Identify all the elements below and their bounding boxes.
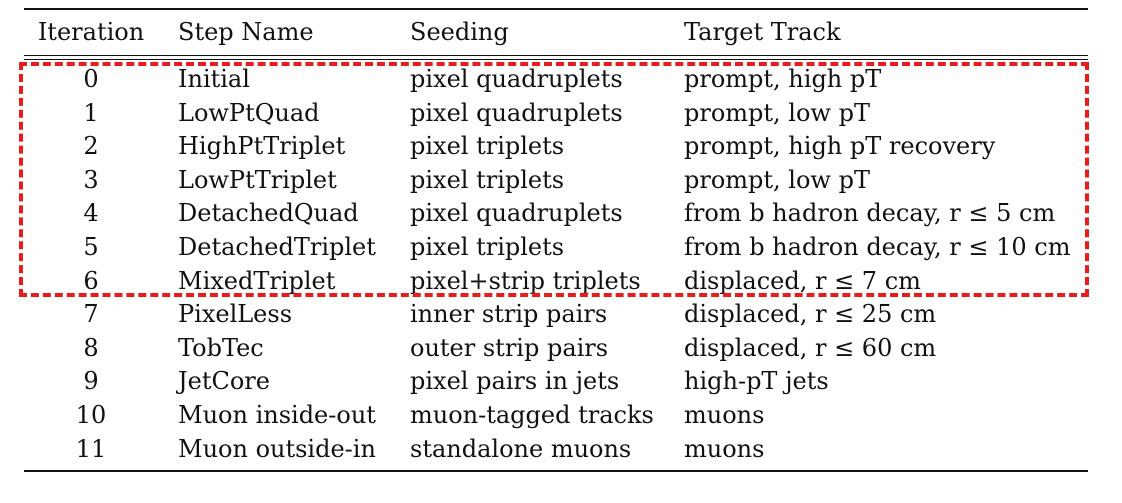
table-row: 3 LowPtTriplet pixel triplets prompt, low p… (0, 164, 1122, 197)
iteration-cell: 7 (83, 300, 99, 329)
iteration-cell: 9 (83, 367, 99, 396)
step-name-cell: DetachedTriplet (178, 233, 376, 261)
header-rule-upper (24, 55, 1088, 56)
iteration-cell: 3 (83, 165, 99, 194)
iteration-cell: 1 (83, 98, 99, 127)
target-track-cell: prompt, low pT (684, 98, 870, 127)
seeding-cell: inner strip pairs (410, 300, 608, 329)
target-track-cell: displaced, r ≤ 60 cm (684, 333, 937, 362)
step-name-cell: MixedTriplet (178, 266, 336, 295)
step-name-cell: PixelLess (178, 300, 293, 329)
target-track-cell: displaced, r ≤ 7 cm (684, 266, 921, 295)
iteration-cell: 0 (83, 65, 99, 93)
target-track-cell: displaced, r ≤ 25 cm (684, 300, 937, 329)
step-name-cell: Muon outside-in (178, 434, 376, 463)
iteration-cell: 2 (83, 132, 99, 161)
header-row: Iteration Step Name Seeding Target Track (0, 16, 1122, 49)
target-track-cell: muons (684, 401, 765, 429)
seeding-cell: pixel quadruplets (410, 199, 623, 228)
iteration-cell: 11 (75, 434, 107, 463)
step-name-cell: HighPtTriplet (178, 132, 346, 161)
iteration-cell: 5 (83, 233, 99, 261)
seeding-cell: standalone muons (410, 434, 632, 463)
target-track-cell: prompt, high pT recovery (684, 132, 996, 161)
target-track-cell: prompt, low pT (684, 165, 870, 194)
table-row: 5 DetachedTriplet pixel triplets from b had… (0, 231, 1122, 264)
table-row: 11 Muon outside-in standalone muons muons (0, 433, 1122, 466)
table-row: 8 TobTec outer strip pairs displaced, r ≤ 6… (0, 332, 1122, 365)
iteration-cell: 10 (75, 401, 107, 429)
target-track-cell: high-pT jets (684, 367, 829, 396)
seeding-cell: pixel quadruplets (410, 98, 623, 127)
table-row: 4 DetachedQuad pixel quadruplets from b had… (0, 197, 1122, 230)
target-track-cell: from b hadron decay, r ≤ 10 cm (684, 233, 1071, 261)
iteration-cell: 8 (83, 333, 99, 362)
step-name-cell: LowPtTriplet (178, 165, 337, 194)
seeding-cell: pixel triplets (410, 165, 565, 194)
target-track-cell: muons (684, 434, 765, 463)
header-seeding: Seeding (410, 18, 509, 46)
step-name-cell: JetCore (178, 367, 270, 396)
seeding-cell: muon-tagged tracks (410, 401, 654, 429)
seeding-cell: outer strip pairs (410, 333, 609, 362)
step-name-cell: DetachedQuad (178, 199, 359, 228)
target-track-cell: from b hadron decay, r ≤ 5 cm (684, 199, 1056, 228)
step-name-cell: Muon inside-out (178, 401, 376, 429)
seeding-cell: pixel pairs in jets (410, 367, 620, 396)
seeding-cell: pixel+strip triplets (410, 266, 641, 295)
seeding-cell: pixel triplets (410, 132, 565, 161)
seeding-cell: pixel triplets (410, 233, 565, 261)
header-target-track: Target Track (684, 18, 841, 46)
table-row: 7 PixelLess inner strip pairs displaced, r … (0, 298, 1122, 331)
step-name-cell: Initial (178, 65, 250, 93)
header-step-name: Step Name (178, 18, 314, 46)
iteration-cell: 6 (83, 266, 99, 295)
seeding-cell: pixel quadruplets (410, 65, 623, 93)
table-row: 10 Muon inside-out muon-tagged tracks muons (0, 399, 1122, 432)
table-row: 1 LowPtQuad pixel quadruplets prompt, low p… (0, 97, 1122, 130)
table-row: 9 JetCore pixel pairs in jets high-pT jets (0, 365, 1122, 398)
header-iteration: Iteration (37, 18, 145, 46)
iteration-cell: 4 (83, 199, 99, 228)
header-rule-lower (24, 59, 1088, 60)
top-rule (24, 8, 1088, 10)
table-row: 0 Initial pixel quadruplets prompt, high pT (0, 63, 1122, 96)
step-name-cell: LowPtQuad (178, 98, 320, 127)
table-row: 6 MixedTriplet pixel+strip triplets displac… (0, 265, 1122, 298)
step-name-cell: TobTec (178, 333, 264, 362)
bottom-rule (24, 470, 1088, 472)
table-row: 2 HighPtTriplet pixel triplets prompt, high… (0, 130, 1122, 163)
target-track-cell: prompt, high pT (684, 65, 882, 93)
